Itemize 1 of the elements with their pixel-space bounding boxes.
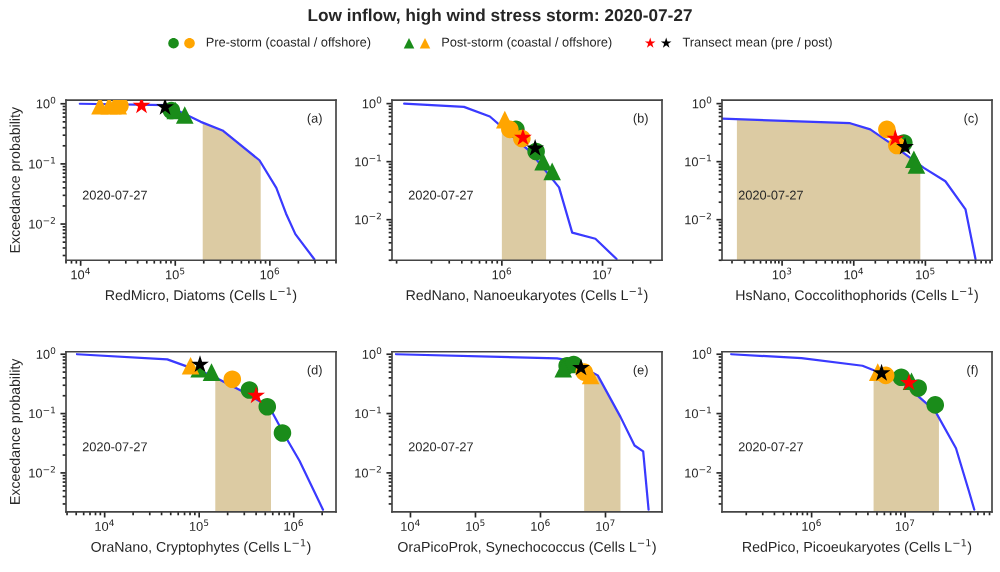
chart-title: Low inflow, high wind stress storm: 2020-07-27 bbox=[308, 8, 692, 25]
